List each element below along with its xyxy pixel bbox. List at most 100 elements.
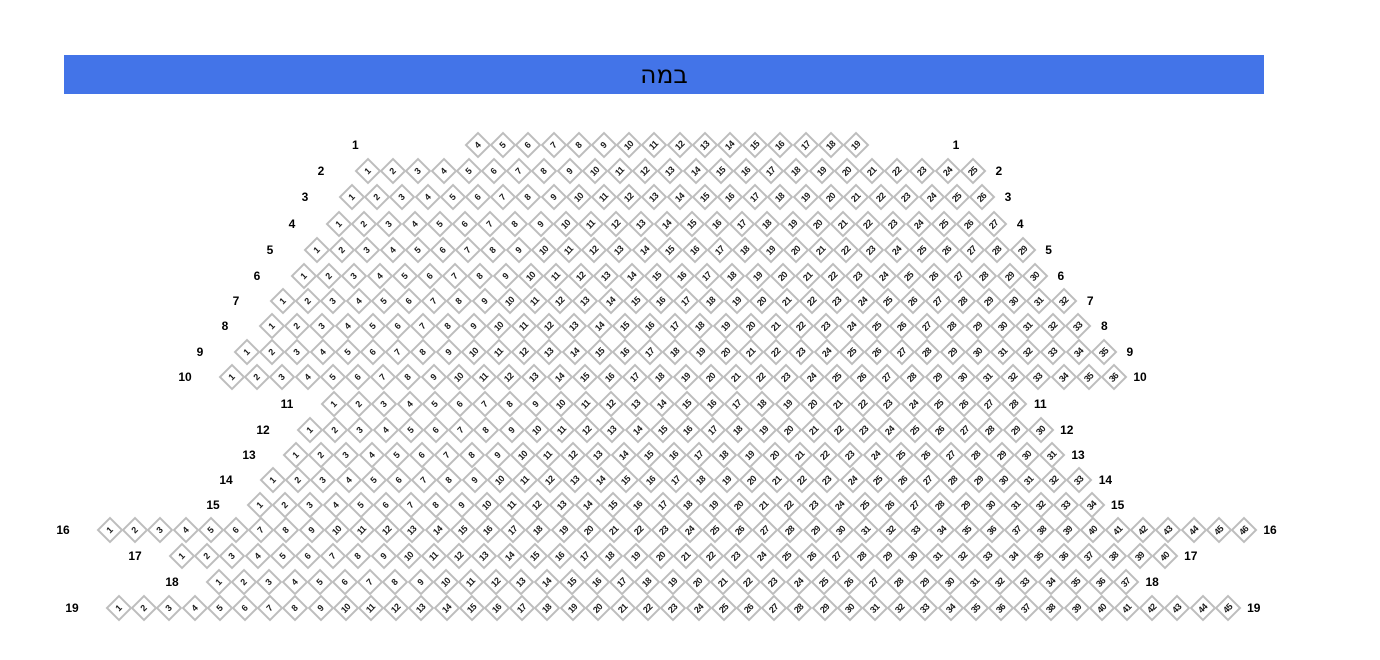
seat[interactable]: 23 (812, 312, 840, 340)
seat[interactable]: 4 (281, 568, 309, 596)
seat[interactable]: 26 (726, 516, 754, 544)
seat[interactable]: 33 (902, 516, 930, 544)
seat[interactable]: 10 (552, 210, 580, 238)
seat[interactable]: 9 (435, 338, 463, 366)
seat[interactable]: 5 (359, 312, 387, 340)
seat[interactable]: 24 (785, 568, 813, 596)
seat[interactable]: 23 (844, 262, 872, 290)
seat[interactable]: 16 (766, 131, 794, 159)
seat[interactable]: 30 (936, 568, 964, 596)
seat[interactable]: 37 (1012, 594, 1040, 622)
seat[interactable]: 6 (331, 568, 359, 596)
seat[interactable]: 5 (421, 390, 449, 418)
seat[interactable]: 26 (835, 568, 863, 596)
seat[interactable]: 14 (624, 416, 652, 444)
seat[interactable]: 21 (762, 312, 790, 340)
seat[interactable]: 20 (761, 441, 789, 469)
seat[interactable]: 16 (636, 312, 664, 340)
seat[interactable]: 24 (813, 338, 841, 366)
seat[interactable]: 8 (501, 210, 529, 238)
seat[interactable]: 1 (259, 466, 287, 494)
seat[interactable]: 11 (521, 287, 549, 315)
seat[interactable]: 27 (751, 516, 779, 544)
seat[interactable]: 27 (760, 594, 788, 622)
seat[interactable]: 28 (848, 542, 876, 570)
seat[interactable]: 4 (430, 157, 458, 185)
seat[interactable]: 4 (401, 210, 429, 238)
seat[interactable]: 29 (996, 262, 1024, 290)
seat[interactable]: 24 (838, 312, 866, 340)
seat[interactable]: 35 (1025, 542, 1053, 570)
seat[interactable]: 34 (1037, 568, 1065, 596)
seat[interactable]: 1 (303, 236, 331, 264)
seat[interactable]: 14 (610, 441, 638, 469)
seat[interactable]: 32 (1027, 491, 1055, 519)
seat[interactable]: 8 (422, 491, 450, 519)
seat[interactable]: 30 (1027, 416, 1055, 444)
seat[interactable]: 2 (193, 542, 221, 570)
seat[interactable]: 17 (571, 542, 599, 570)
seat[interactable]: 15 (635, 441, 663, 469)
seat[interactable]: 36 (1100, 363, 1128, 391)
seat[interactable]: 26 (968, 183, 996, 211)
seat[interactable]: 32 (986, 568, 1014, 596)
seat[interactable]: 26 (920, 262, 948, 290)
seat[interactable]: 1 (246, 491, 274, 519)
seat[interactable]: 5 (426, 210, 454, 238)
seat[interactable]: 3 (388, 183, 416, 211)
seat[interactable]: 25 (838, 338, 866, 366)
seat[interactable]: 15 (571, 363, 599, 391)
seat[interactable]: 10 (460, 338, 488, 366)
seat[interactable]: 24 (883, 236, 911, 264)
seat[interactable]: 14 (666, 183, 694, 211)
seat[interactable]: 2 (363, 183, 391, 211)
seat[interactable]: 21 (609, 594, 637, 622)
seat[interactable]: 22 (854, 210, 882, 238)
seat[interactable]: 21 (807, 236, 835, 264)
seat[interactable]: 1 (325, 210, 353, 238)
seat[interactable]: 36 (1050, 542, 1078, 570)
seat[interactable]: 12 (373, 516, 401, 544)
seat[interactable]: 9 (370, 542, 398, 570)
seat[interactable]: 13 (622, 390, 650, 418)
seat[interactable]: 15 (622, 287, 650, 315)
seat[interactable]: 33 (1052, 491, 1080, 519)
seat[interactable]: 23 (908, 157, 936, 185)
seat[interactable]: 7 (409, 312, 437, 340)
seat[interactable]: 5 (370, 287, 398, 315)
seat[interactable]: 36 (987, 594, 1015, 622)
seat[interactable]: 14 (533, 568, 561, 596)
seat[interactable]: 31 (1015, 466, 1043, 494)
seat[interactable]: 7 (454, 236, 482, 264)
seat[interactable]: 15 (656, 236, 684, 264)
seat[interactable]: 18 (817, 131, 845, 159)
seat[interactable]: 1 (233, 338, 261, 366)
seat[interactable]: 17 (693, 262, 721, 290)
seat[interactable]: 19 (713, 466, 741, 494)
seat[interactable]: 30 (1021, 262, 1049, 290)
seat[interactable]: 1 (168, 542, 196, 570)
seat[interactable]: 2 (121, 516, 149, 544)
seat[interactable]: 6 (385, 466, 413, 494)
seat[interactable]: 23 (879, 210, 907, 238)
seat[interactable]: 23 (823, 287, 851, 315)
seat[interactable]: 31 (924, 542, 952, 570)
seat[interactable]: 16 (681, 236, 709, 264)
seat[interactable]: 25 (710, 594, 738, 622)
seat[interactable]: 11 (420, 542, 448, 570)
seat[interactable]: 21 (773, 287, 801, 315)
seat[interactable]: 30 (977, 491, 1005, 519)
seat[interactable]: 20 (748, 287, 776, 315)
seat[interactable]: 21 (829, 210, 857, 238)
seat[interactable]: 28 (939, 466, 967, 494)
seat[interactable]: 20 (738, 466, 766, 494)
seat[interactable]: 22 (819, 262, 847, 290)
seat[interactable]: 15 (643, 262, 671, 290)
seat[interactable]: 6 (451, 210, 479, 238)
seat[interactable]: 1 (205, 568, 233, 596)
seat[interactable]: 9 (420, 363, 448, 391)
seat[interactable]: 23 (892, 183, 920, 211)
seat[interactable]: 19 (736, 441, 764, 469)
seat[interactable]: 27 (975, 390, 1003, 418)
seat[interactable]: 7 (356, 568, 384, 596)
